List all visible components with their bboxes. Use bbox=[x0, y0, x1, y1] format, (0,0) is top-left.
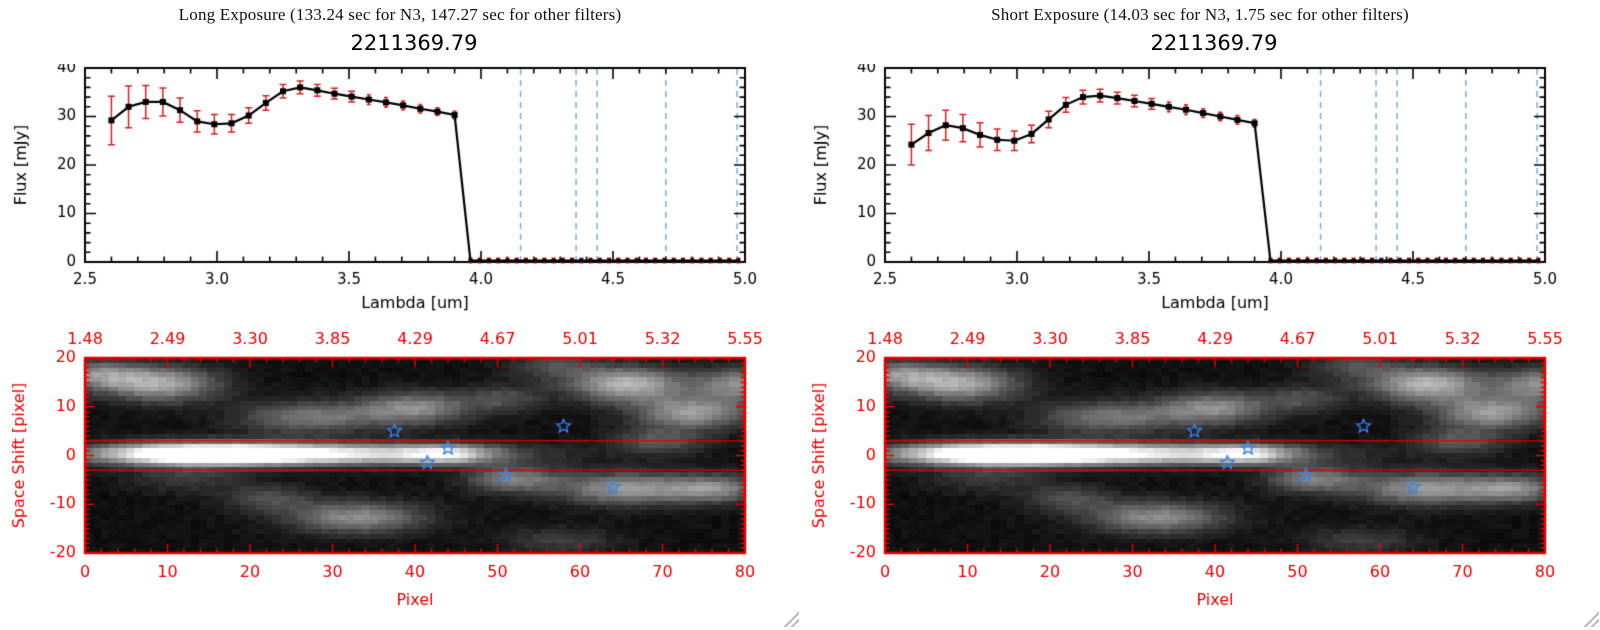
flux-spectrum-plot-long bbox=[0, 64, 800, 314]
panel-short-exposure: Short Exposure (14.03 sec for N3, 1.75 s… bbox=[800, 0, 1600, 630]
spectral-image-plot-long bbox=[0, 314, 800, 630]
panel-header-short: Short Exposure (14.03 sec for N3, 1.75 s… bbox=[991, 5, 1409, 24]
panel-long-exposure: Long Exposure (133.24 sec for N3, 147.27… bbox=[0, 5, 800, 630]
flux-plot-title-long: 2211369.79 bbox=[350, 31, 478, 55]
spectral-image-plot-short bbox=[800, 314, 1600, 630]
flux-spectrum-plot-short bbox=[800, 64, 1600, 314]
flux-plot-title-short: 2211369.79 bbox=[1150, 31, 1278, 55]
panel-header-long: Long Exposure (133.24 sec for N3, 147.27… bbox=[178, 5, 622, 24]
